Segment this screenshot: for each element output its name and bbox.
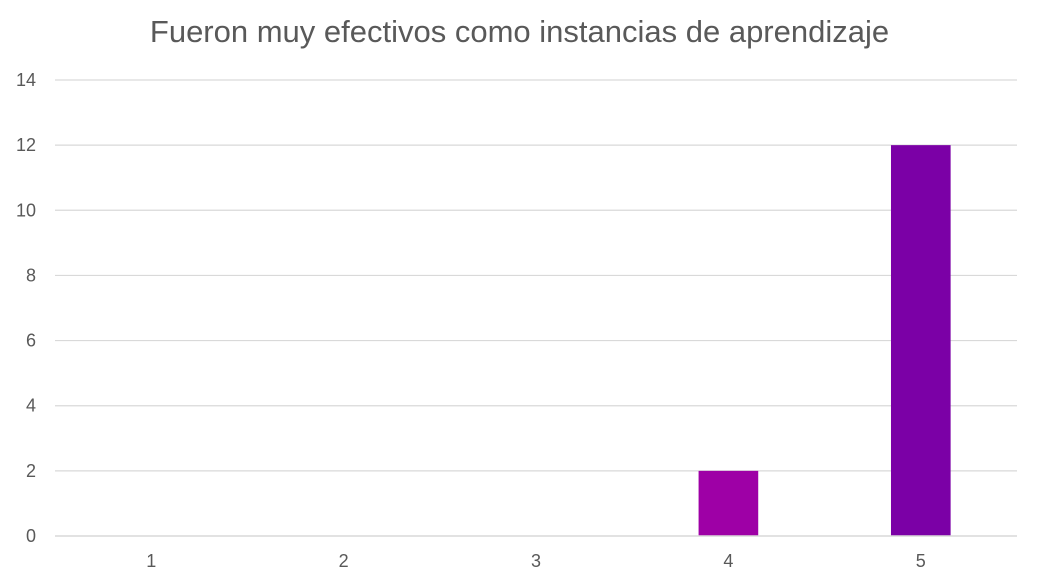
x-tick-label-4: 4 <box>723 551 733 571</box>
gridlines <box>55 79 1017 472</box>
y-tick-label-0: 0 <box>26 526 36 546</box>
chart-title: Fueron muy efectivos como instancias de … <box>149 14 890 49</box>
x-tick-label-5: 5 <box>916 551 926 571</box>
y-tick-label-6: 6 <box>26 331 36 351</box>
bars <box>698 145 951 536</box>
bar-5 <box>890 145 951 536</box>
x-tick-label-2: 2 <box>339 551 349 571</box>
x-tick-label-3: 3 <box>531 551 541 571</box>
y-tick-label-12: 12 <box>16 135 36 155</box>
bar-4 <box>698 470 759 536</box>
x-tick-label-1: 1 <box>146 551 156 571</box>
y-tick-label-2: 2 <box>26 461 36 481</box>
y-tick-label-4: 4 <box>26 396 36 416</box>
y-tick-label-14: 14 <box>16 70 36 90</box>
y-tick-label-8: 8 <box>26 265 36 285</box>
y-tick-label-10: 10 <box>16 200 36 220</box>
